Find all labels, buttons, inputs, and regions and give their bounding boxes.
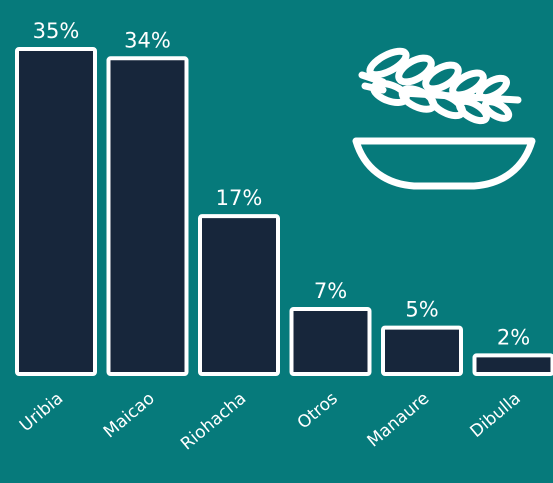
value-label-uribia: 35% bbox=[33, 19, 80, 43]
value-label-manaure: 5% bbox=[405, 298, 438, 322]
bar-dibulla bbox=[472, 353, 553, 376]
value-label-dibulla: 2% bbox=[497, 325, 530, 349]
bar-riohacha bbox=[198, 214, 280, 376]
value-labels-group: 35% 34% 17% 7% 5% 2% bbox=[33, 19, 531, 349]
bar-maicao bbox=[106, 56, 189, 377]
bar-otros bbox=[289, 307, 372, 376]
value-label-otros: 7% bbox=[314, 279, 347, 303]
grain-bowl-icon bbox=[352, 47, 536, 190]
value-label-riohacha: 17% bbox=[216, 186, 263, 210]
bars-group bbox=[15, 47, 553, 377]
bar-manaure bbox=[381, 325, 463, 377]
bar-uribia bbox=[15, 47, 97, 376]
value-label-maicao: 34% bbox=[124, 28, 171, 52]
